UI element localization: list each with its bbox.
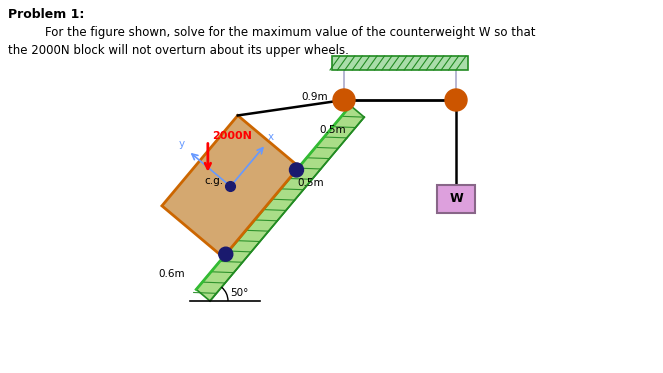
Polygon shape [162,115,299,257]
Text: W: W [449,192,463,206]
Text: 0.5m: 0.5m [320,125,346,135]
Circle shape [445,89,467,111]
Bar [332,56,468,70]
Circle shape [290,163,304,177]
Text: For the figure shown, solve for the maximum value of the counterweight W so that: For the figure shown, solve for the maxi… [45,26,536,39]
Text: 2000N: 2000N [212,131,252,141]
Text: 50°: 50° [230,288,249,298]
Text: c.g.: c.g. [204,176,223,186]
Text: x: x [268,132,274,142]
Text: y: y [178,139,184,149]
Text: 0.6m: 0.6m [158,269,184,279]
Circle shape [219,247,233,261]
Polygon shape [196,106,364,301]
Text: the 2000N block will not overturn about its upper wheels.: the 2000N block will not overturn about … [8,44,349,57]
Text: 0.9m: 0.9m [301,92,328,102]
Circle shape [333,89,355,111]
Text: 0.5m: 0.5m [297,178,324,188]
Bar [437,185,475,213]
Text: Problem 1:: Problem 1: [8,8,84,21]
